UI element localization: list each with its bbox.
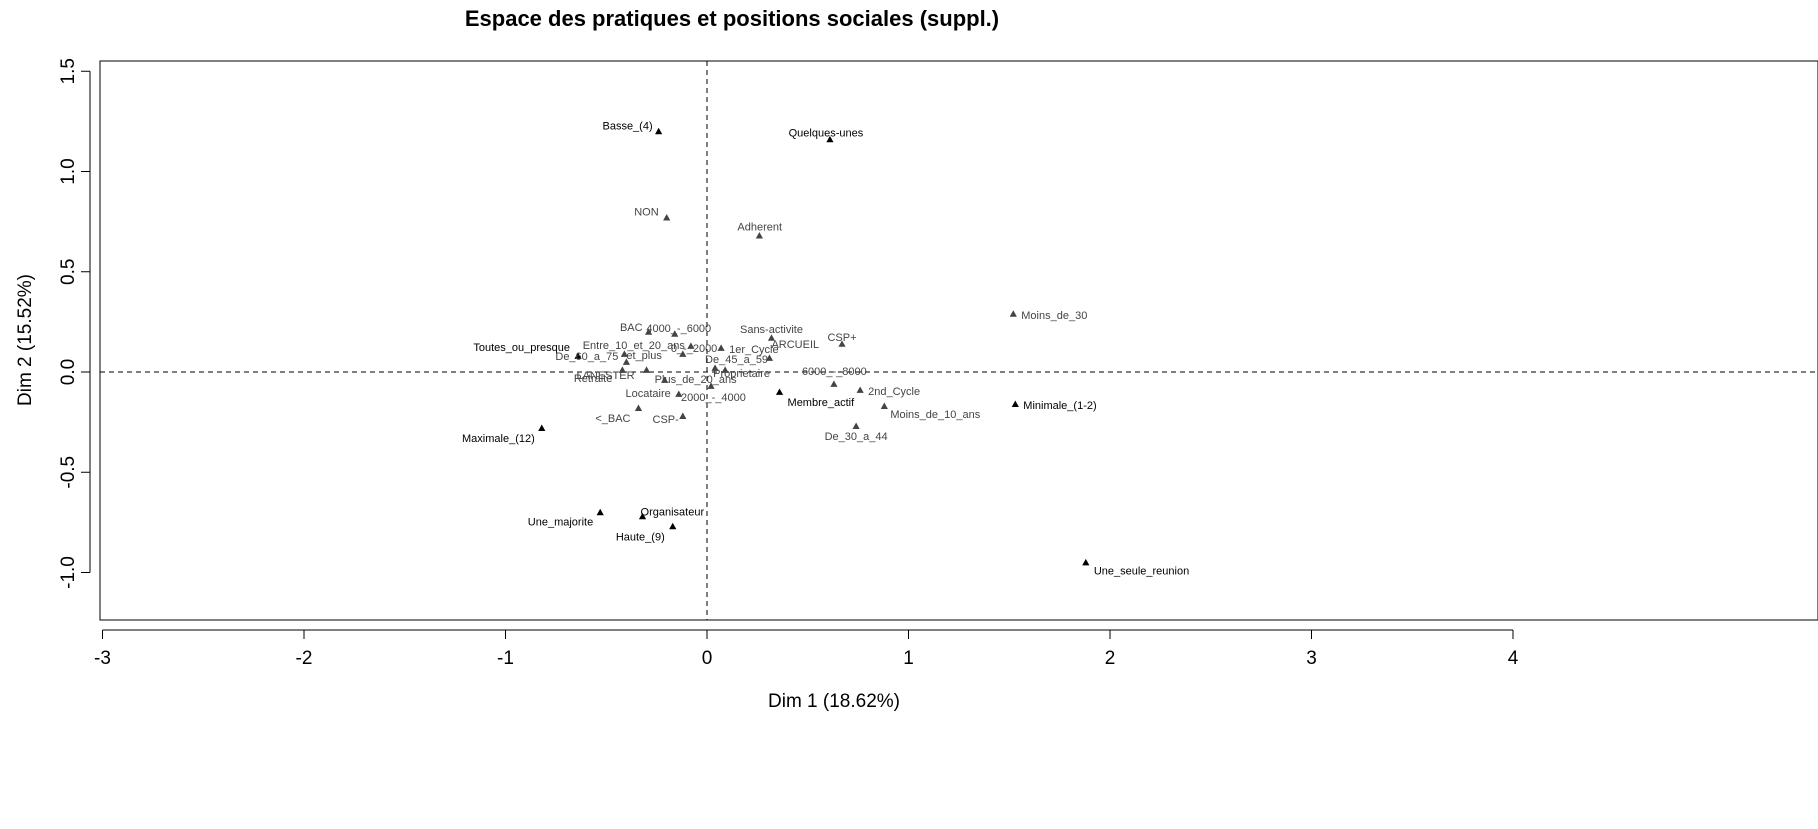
- point-label: Quelques-unes: [789, 127, 864, 139]
- point-label: NON: [634, 207, 659, 219]
- point-marker: [711, 364, 719, 371]
- point-marker: [856, 386, 864, 393]
- point-label: Plus_de_20_ans: [655, 374, 737, 386]
- point-label: De_45_a_59: [705, 354, 768, 366]
- point-label: ARCUEIL: [771, 339, 819, 351]
- point-label: Moins_de_10_ans: [890, 409, 980, 421]
- point-label: 2nd_Cycle: [868, 386, 920, 398]
- point-marker: [838, 340, 846, 347]
- point-marker: [830, 380, 838, 387]
- point-label: LANESTER: [576, 370, 634, 382]
- x-tick-label: -1: [497, 648, 514, 669]
- y-axis-label: Dim 2 (15.52%): [15, 274, 36, 406]
- point-label: BAC: [620, 322, 643, 334]
- point-label: 6000_-_8000: [802, 366, 867, 378]
- point-label: Sans-activite: [740, 324, 803, 336]
- point-label: <_BAC: [595, 413, 630, 425]
- point-label: Une_seule_reunion: [1094, 565, 1189, 577]
- point-label: Proprietaire: [713, 368, 770, 380]
- point-marker: [655, 127, 663, 135]
- point-marker: [1082, 558, 1090, 566]
- point-marker: [642, 366, 651, 373]
- point-marker: [618, 366, 626, 373]
- x-tick-label: 3: [1306, 648, 1317, 669]
- point-label: Une_majorite: [528, 516, 593, 528]
- point-marker: [634, 404, 643, 411]
- point-marker: [679, 350, 687, 357]
- point-label: Minimale_(1-2): [1023, 400, 1096, 412]
- y-tick-label: 1.0: [58, 158, 79, 184]
- point-label: De_60_a_75: [555, 351, 618, 363]
- point-label: Maximale_(12): [462, 433, 535, 445]
- point-marker: [852, 422, 860, 430]
- point-marker: [721, 366, 729, 373]
- point-marker: [679, 412, 687, 419]
- x-tick-label: 1: [903, 648, 914, 669]
- point-marker: [767, 334, 776, 341]
- point-marker: [596, 508, 604, 516]
- point-marker: [675, 390, 683, 397]
- reference-lines: [100, 61, 1818, 620]
- point-label: Basse_(4): [602, 120, 652, 132]
- point-label: 0_-_2000: [671, 343, 718, 355]
- point-marker: [620, 350, 628, 357]
- point-label: Membre_actif: [788, 397, 856, 409]
- point-label: 4000_-_6000: [646, 323, 711, 335]
- point-label: Adherent: [737, 222, 782, 234]
- point-marker: [663, 214, 671, 221]
- point-label: CSP-: [653, 414, 680, 426]
- point-label: Toutes_ou_presque: [473, 342, 570, 354]
- point-marker: [538, 424, 546, 432]
- x-tick-label: -3: [94, 648, 111, 669]
- point-label: Organisateur: [641, 506, 705, 518]
- point-label: Locataire: [626, 388, 671, 400]
- x-tick-label: 4: [1508, 648, 1519, 669]
- x-tick-label: -2: [296, 648, 313, 669]
- axes: -3 -2 -1 0 1 2 3 4 -1.0 -0.5 0.0 0.5 1.0 1.5: [58, 58, 1519, 669]
- point-label: Haute_(9): [616, 531, 665, 543]
- point-label: Entre_10_et_20_ans: [583, 340, 686, 352]
- point-label: et_plus: [626, 350, 662, 362]
- data-points: Basse_(4) Quelques-unes NON Adherent Moins_d…: [462, 120, 1189, 577]
- point-marker: [717, 344, 725, 351]
- point-marker: [707, 382, 715, 389]
- x-tick-label: 0: [702, 648, 713, 669]
- x-axis-label: Dim 1 (18.62%): [768, 691, 900, 712]
- point-marker: [880, 402, 888, 409]
- point-label: 2000_-_4000: [681, 392, 746, 404]
- point-label: Retraite: [574, 373, 613, 385]
- point-marker: [638, 512, 647, 520]
- point-marker: [775, 388, 784, 395]
- point-marker: [669, 522, 677, 530]
- point-marker: [687, 342, 695, 349]
- point-marker: [644, 328, 653, 335]
- y-tick-label: 0.0: [58, 359, 79, 385]
- plot-area-frame: [99, 60, 1818, 621]
- point-label: Moins_de_30: [1021, 310, 1087, 322]
- point-marker: [574, 352, 582, 359]
- point-marker: [622, 358, 630, 365]
- point-label: CSP+: [827, 332, 856, 344]
- point-label: 1er_Cycle: [729, 344, 779, 356]
- y-tick-label: 0.5: [58, 259, 79, 285]
- y-tick-label: -1.0: [58, 556, 79, 589]
- point-marker: [1009, 310, 1017, 317]
- y-tick-label: -0.5: [58, 456, 79, 489]
- y-tick-label: 1.5: [58, 58, 79, 84]
- chart-title: Espace des pratiques et positions social…: [465, 6, 999, 31]
- point-marker: [755, 232, 763, 239]
- point-marker: [661, 376, 669, 383]
- point-marker: [1011, 400, 1019, 407]
- x-tick-label: 2: [1105, 648, 1116, 669]
- point-marker: [765, 354, 774, 361]
- point-label: De_30_a_44: [825, 431, 888, 443]
- point-marker: [826, 135, 834, 143]
- point-marker: [671, 330, 679, 337]
